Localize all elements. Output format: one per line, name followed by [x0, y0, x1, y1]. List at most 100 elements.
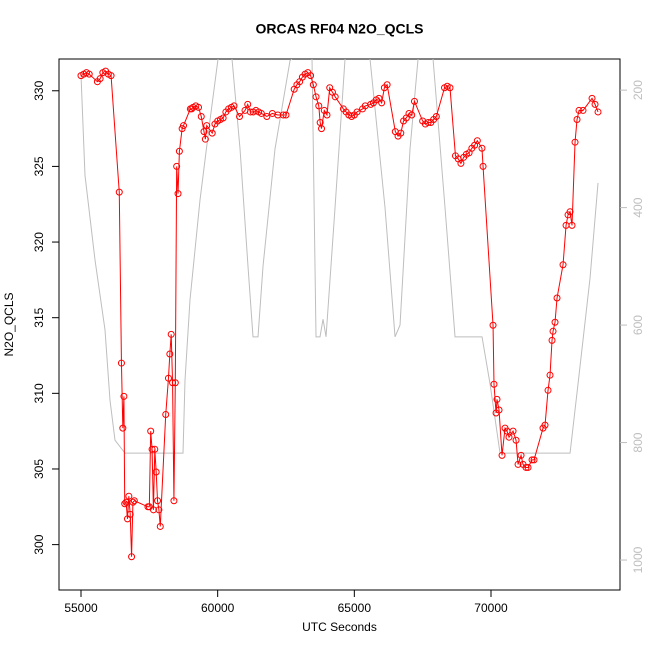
y2-tick-label: 800 [631, 432, 645, 452]
data-point [495, 406, 503, 414]
data-point [166, 350, 174, 358]
data-point [307, 72, 315, 80]
data-point [117, 359, 125, 367]
data-point [408, 111, 416, 119]
data-point [353, 108, 361, 116]
data-point [219, 114, 227, 122]
data-point [257, 109, 265, 117]
data-point [522, 463, 530, 471]
data-point [505, 433, 513, 441]
data-point [446, 84, 454, 92]
data-point [174, 190, 182, 198]
data-point [154, 497, 162, 505]
y-tick-label: 320 [32, 232, 46, 252]
data-point [432, 112, 440, 120]
plot-frame [58, 58, 621, 591]
data-point [524, 463, 532, 471]
data-point [162, 411, 170, 419]
data-point [171, 379, 179, 387]
y-tick-label: 305 [32, 459, 46, 479]
x-tick-label: 60000 [201, 601, 235, 615]
data-point [309, 81, 317, 89]
data-point [156, 522, 164, 530]
data-point [528, 456, 536, 464]
data-point [119, 424, 127, 432]
y-tick-label: 315 [32, 307, 46, 327]
data-point [244, 100, 252, 108]
data-point [566, 208, 574, 216]
y2-tick-label: 400 [631, 197, 645, 217]
data-point [107, 72, 115, 80]
data-point [424, 119, 432, 127]
data-point [509, 427, 517, 435]
data-point [128, 553, 136, 561]
y-axis-label: N2O_QCLS [2, 292, 16, 356]
x-tick-label: 55000 [64, 601, 98, 615]
y-tick-label: 330 [32, 80, 46, 100]
data-point [530, 456, 538, 464]
data-point [571, 138, 579, 146]
y2-tick-label: 1000 [631, 546, 645, 573]
data-point [489, 321, 497, 329]
data-point [230, 102, 238, 110]
data-point [279, 111, 287, 119]
data-point [544, 386, 552, 394]
chart-title: ORCAS RF04 N2O_QCLS [255, 21, 423, 37]
data-point [170, 497, 178, 505]
data-point [200, 128, 208, 136]
data-point [195, 103, 203, 111]
data-point [498, 451, 506, 459]
data-point [147, 427, 155, 435]
y-tick-label: 325 [32, 156, 46, 176]
data-point [149, 506, 157, 514]
data-point [568, 221, 576, 229]
data-point [236, 112, 244, 120]
data-point [591, 100, 599, 108]
data-point [120, 392, 128, 400]
pressure-line [80, 59, 599, 454]
data-point [473, 137, 481, 145]
data-point [155, 506, 163, 514]
data-point [323, 111, 331, 119]
data-point [559, 261, 567, 269]
data-point [548, 336, 556, 344]
data-point [517, 451, 525, 459]
data-point [541, 421, 549, 429]
data-point [551, 318, 559, 326]
data-point [197, 112, 205, 120]
data-point [173, 162, 181, 170]
data-point [493, 395, 501, 403]
data-line [80, 70, 599, 557]
data-point [546, 371, 554, 379]
data-point [490, 380, 498, 388]
data-point [378, 99, 386, 107]
data-point [573, 116, 581, 124]
data-point [126, 510, 134, 518]
data-point [203, 122, 211, 130]
data-point [167, 330, 175, 338]
y2-tick-label: 200 [631, 80, 645, 100]
x-axis-label: UTC Seconds [302, 620, 377, 634]
data-point [179, 122, 187, 130]
data-point [122, 498, 130, 506]
data-point [125, 492, 133, 500]
data-point [312, 93, 320, 101]
data-point [318, 125, 326, 133]
y-tick-label: 300 [32, 534, 46, 554]
data-point [512, 436, 520, 444]
data-point [575, 106, 583, 114]
data-point [274, 111, 282, 119]
data-point [175, 147, 183, 155]
y2-tick-label: 600 [631, 315, 645, 335]
data-point [169, 379, 177, 387]
data-point [479, 162, 487, 170]
data-point [152, 468, 160, 476]
data-point [282, 111, 290, 119]
data-point [331, 93, 339, 101]
data-point [148, 445, 156, 453]
data-point [514, 460, 522, 468]
data-point [130, 497, 138, 505]
y-tick-label: 310 [32, 383, 46, 403]
data-point [478, 144, 486, 152]
